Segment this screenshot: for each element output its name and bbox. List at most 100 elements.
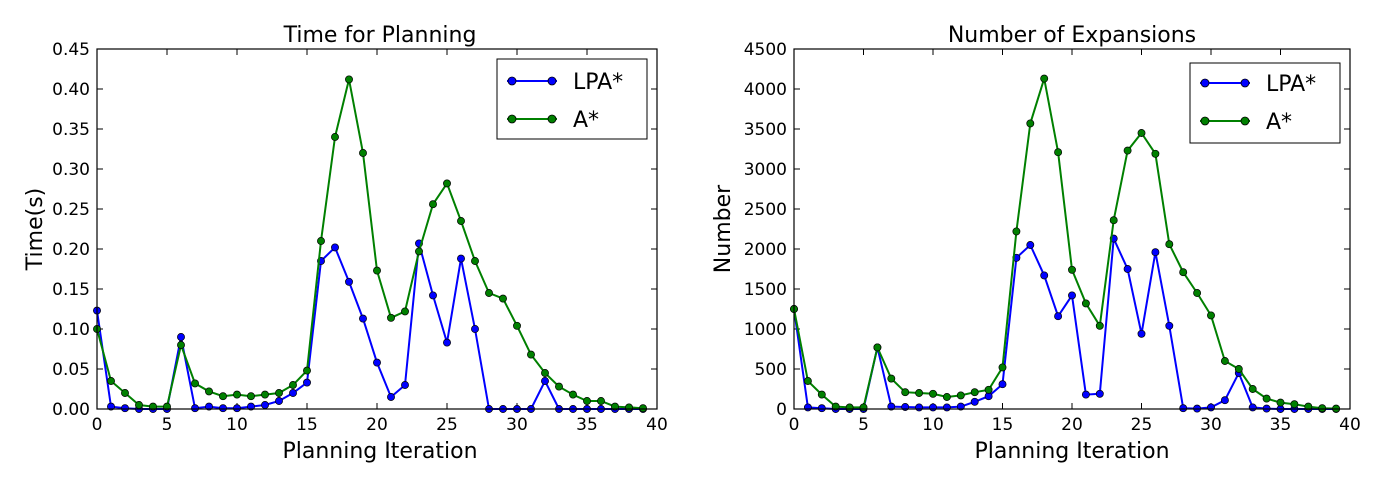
data-point-astar [527,350,535,359]
data-point-lpa [929,403,937,412]
x-tick-label: 35 [576,415,598,435]
data-point-lpa [817,404,826,413]
legend-label-lpa: LPA* [1266,72,1316,97]
data-point-astar [415,247,423,256]
data-point-astar [205,387,213,396]
data-point-astar [1012,227,1021,236]
data-point-lpa [1207,403,1215,412]
y-tick-label: 0.10 [52,320,90,340]
y-tick-label: 0.25 [52,200,90,220]
x-tick-label: 5 [162,415,173,435]
y-tick-label: 0.40 [52,80,90,100]
y-tick-label: 0.15 [52,280,90,300]
data-point-lpa [359,314,367,323]
data-point-lpa [1026,241,1035,249]
data-point-lpa [387,393,395,401]
y-tick-label: 0.30 [52,160,90,180]
x-tick-label: 20 [1061,415,1083,435]
data-point-astar [887,374,896,383]
data-point-lpa [471,325,479,333]
x-tick-label: 0 [789,415,800,435]
y-tick-label: 0.20 [52,240,90,260]
data-point-astar [191,379,199,388]
x-tick-label: 0 [92,415,103,435]
data-point-astar [901,388,910,397]
data-point-astar [387,313,395,322]
y-tick-label: 0.00 [52,400,90,420]
data-point-astar [331,133,339,141]
data-point-astar [443,179,451,188]
x-tick-label: 40 [646,415,668,435]
data-point-astar [956,391,965,400]
data-point-lpa [1137,329,1146,338]
data-point-lpa [1248,403,1257,412]
x-tick-label: 30 [1200,415,1222,435]
data-point-lpa [1179,404,1188,413]
data-point-lpa [373,358,381,367]
data-point-astar [485,289,493,297]
data-point-astar [247,392,255,401]
data-point-astar [817,390,826,399]
chart-title: Number of Expansions [948,23,1196,48]
data-point-astar [555,382,563,391]
data-point-lpa [1165,321,1174,330]
data-point-astar [1318,404,1327,413]
series-layer [790,74,1341,413]
data-point-astar [401,307,409,316]
data-point-astar [1193,289,1202,297]
data-point-astar [317,237,325,245]
legend-box [496,58,648,140]
data-point-astar [135,401,143,409]
data-point-astar [915,389,924,397]
data-point-astar [1054,148,1063,157]
x-axis-label: Planning Iteration [974,439,1169,464]
data-point-astar [513,321,521,330]
data-point-lpa [1123,265,1132,273]
data-point-astar [1137,129,1146,137]
data-point-astar [1040,74,1049,83]
data-point-astar [345,75,353,84]
data-point-lpa [331,243,339,252]
x-tick-label: 10 [226,415,248,435]
x-tick-label: 5 [858,415,869,435]
data-point-astar [373,266,381,275]
data-point-lpa [541,377,549,385]
tick-layer: 0 5 10 15 20 25 30 35 40 0 500 1000 1500 2000 2500 3000… [744,40,1361,435]
data-point-astar [107,377,115,385]
series-line-lpa [793,234,1337,410]
data-point-astar [1290,400,1299,409]
data-point-lpa [457,254,465,263]
y-tick-label: 4500 [744,40,787,60]
data-point-lpa [1081,390,1090,399]
data-point-astar [1165,240,1174,249]
data-point-lpa [275,397,283,405]
series-line-astar [96,79,644,410]
data-point-lpa [219,404,227,413]
x-tick-label: 35 [1270,415,1292,435]
data-point-lpa [1040,271,1049,280]
data-point-astar [569,390,577,399]
y-tick-label: 0 [776,400,787,420]
series-line-astar [793,78,1337,410]
data-point-astar [970,388,979,397]
y-tick-label: 3000 [744,160,787,180]
x-tick-label: 30 [506,415,528,435]
data-point-astar [597,397,605,405]
data-point-lpa [345,277,353,286]
series-line-lpa [96,243,643,410]
data-point-astar [121,389,129,397]
data-point-astar [275,389,283,397]
data-point-astar [873,343,882,352]
x-tick-label: 25 [1131,415,1153,435]
y-tick-label: 2000 [744,240,787,260]
x-tick-label: 40 [1339,415,1361,435]
legend-marker-lpa [1200,78,1210,88]
legend-marker-astar [547,114,557,124]
data-point-astar [1207,311,1215,320]
y-axis-label: Number [711,184,736,273]
data-point-astar [1026,119,1035,128]
data-point-astar [303,366,311,375]
data-point-lpa [121,404,129,413]
data-point-astar [942,393,951,401]
